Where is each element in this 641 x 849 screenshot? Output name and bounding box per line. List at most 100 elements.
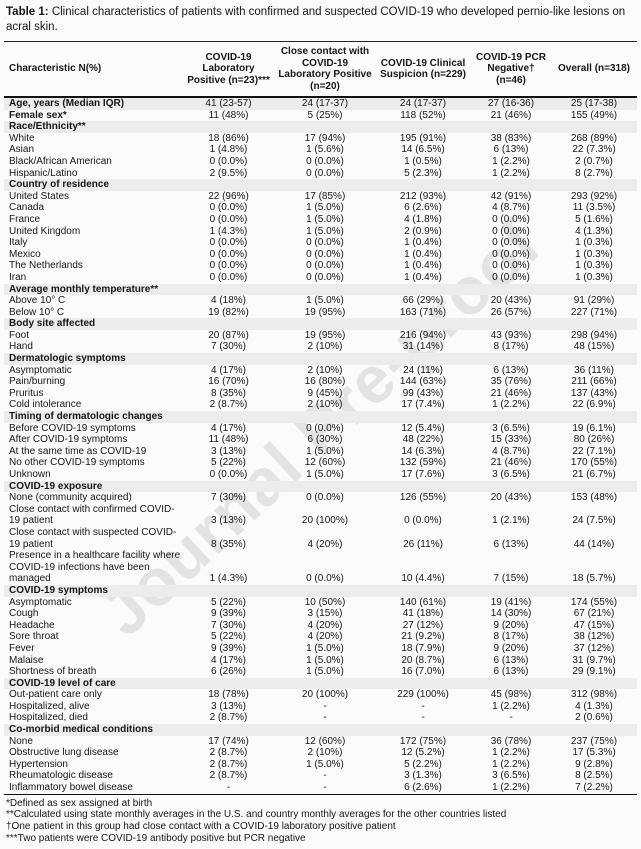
cell-value	[275, 411, 375, 423]
cell-value: 99 (43%)	[402, 387, 444, 399]
cell-value: 4 (8.7%)	[492, 202, 530, 214]
cell-value: 216 (94%)	[399, 329, 447, 341]
cell-value: 21 (9.2%)	[401, 631, 445, 643]
table-row: Female sex* 11 (48%) 5 (25%) 118 (52%) 21 (4…	[4, 110, 637, 122]
cell-value: 6 (13%)	[493, 654, 529, 666]
row-label: After COVID-19 symptoms	[9, 434, 128, 446]
cell-value: 3 (15%)	[307, 608, 343, 620]
table-row: Iran 0 (0.0%) 0 (0.0%) 1 (0.4%) 0 (0.0%) 1 (0…	[4, 272, 637, 284]
cell-value: 18 (78%)	[208, 689, 249, 701]
footnote-temperature: **Calculated using state monthly average…	[6, 809, 507, 821]
cell-value: -	[226, 782, 231, 794]
cell-value: 0 (0.0%)	[306, 155, 344, 167]
cell-value	[551, 318, 637, 330]
cell-value: 2 (9.5%)	[209, 167, 248, 179]
cell-value: 3 (6.5%)	[492, 770, 530, 782]
cell-value: 227 (71%)	[570, 306, 618, 318]
cell-value: 9 (39%)	[210, 642, 246, 654]
header-overall: Overall (n=318)	[558, 63, 630, 75]
cell-value: 36 (78%)	[490, 735, 532, 747]
cell-value: 4 (17%)	[210, 364, 246, 376]
cell-value	[182, 353, 275, 365]
table-body: Age, years (Median IQR) 41 (23-57) 24 (17-…	[4, 97, 637, 795]
table-row: Presence in a healthcare facility where …	[4, 550, 637, 585]
cell-value: 3 (6.5%)	[492, 422, 530, 434]
row-label: COVID-19 exposure	[9, 480, 103, 492]
footnote-dagger: †One patient in this group had close con…	[6, 821, 396, 833]
cell-value: 22 (6.9%)	[572, 399, 616, 411]
cell-value	[275, 179, 375, 191]
cell-value: 11 (3.5%)	[572, 202, 616, 214]
cell-value: 1 (0.3%)	[575, 260, 613, 272]
cell-value: 7 (30%)	[210, 341, 246, 353]
cell-value: 195 (91%)	[399, 132, 447, 144]
row-label: Pain/burning	[9, 376, 66, 388]
cell-value: 155 (49%)	[570, 109, 618, 121]
cell-value: 4 (17%)	[210, 422, 246, 434]
cell-value: 20 (87%)	[208, 329, 249, 341]
table-row: Mexico 0 (0.0%) 0 (0.0%) 1 (0.4%) 0 (0.0%) 1 …	[4, 249, 637, 261]
row-label: The Netherlands	[9, 260, 83, 272]
cell-value	[551, 284, 637, 296]
cell-value: 126 (55%)	[399, 492, 447, 504]
cell-value: 5 (2.3%)	[404, 167, 442, 179]
row-label: Hand	[9, 341, 33, 353]
cell-value	[275, 284, 375, 296]
cell-value: 7 (30%)	[210, 492, 246, 504]
table-row: Close contact with confirmed COVID-19 pa…	[4, 504, 637, 527]
cell-value: 19 (6.1%)	[572, 422, 616, 434]
table-row: Shortness of breath 6 (26%) 1 (5.0%) 16 (7.…	[4, 666, 637, 678]
cell-value: 1 (5.0%)	[306, 642, 344, 654]
cell-value: 19 (41%)	[490, 596, 532, 608]
cell-value: 8 (35%)	[210, 538, 246, 550]
cell-value: 140 (61%)	[399, 596, 447, 608]
row-label: Race/Ethnicity**	[9, 121, 86, 133]
section-row: COVID-19 exposure	[4, 480, 637, 493]
cell-value: 1 (5.0%)	[306, 758, 344, 770]
cell-value: 1 (4.3%)	[209, 573, 248, 585]
section-row: Co-morbid medical conditions	[4, 724, 637, 736]
cell-value	[275, 585, 375, 597]
row-label: Dermatologic symptoms	[9, 353, 126, 365]
cell-value: 20 (100%)	[301, 515, 349, 527]
cell-value: 237 (75%)	[570, 735, 618, 747]
cell-value: 1 (5.0%)	[306, 295, 344, 307]
table-row: Obstructive lung disease 2 (8.7%) 2 (10%) 1…	[4, 747, 637, 759]
cell-value: 17 (7.4%)	[401, 399, 445, 411]
table-row: United Kingdom 1 (4.3%) 1 (5.0%) 2 (0.9%) 0 …	[4, 226, 637, 238]
cell-value	[182, 481, 275, 493]
table-row: Above 10° C 4 (18%) 1 (5.0%) 66 (29%) 20 (43…	[4, 295, 637, 307]
cell-value: 17 (85%)	[304, 190, 346, 202]
cell-value: 0 (0.0%)	[209, 248, 248, 260]
cell-value: 18 (7.9%)	[401, 642, 445, 654]
cell-value: 0 (0.0%)	[209, 469, 248, 480]
cell-value	[471, 724, 551, 736]
row-label: Canada	[9, 202, 45, 214]
cell-value: 4 (20%)	[307, 538, 343, 550]
row-label: Co-morbid medical conditions	[9, 724, 153, 736]
cell-value: 211 (66%)	[571, 376, 617, 388]
cell-value: 18 (86%)	[208, 132, 249, 144]
section-row: Race/Ethnicity**	[4, 121, 637, 133]
cell-value: 19 (82%)	[208, 306, 249, 318]
cell-value: 0 (0.0%)	[306, 422, 344, 434]
cell-value: 14 (6.5%)	[401, 144, 445, 156]
header-lab-positive: COVID-19 Laboratory Positive (n=23)***	[187, 51, 270, 86]
cell-value	[551, 179, 637, 191]
cell-value	[471, 353, 551, 365]
cell-value: 1 (0.4%)	[404, 271, 442, 283]
cell-value: 14 (6.3%)	[401, 445, 445, 457]
cell-value: 8 (2.7%)	[575, 167, 613, 179]
row-label: At the same time as COVID-19	[9, 445, 147, 457]
cell-value: 118 (52%)	[400, 109, 446, 121]
cell-value: 43 (93%)	[490, 329, 532, 341]
cell-value	[182, 724, 275, 736]
table-row: Asian 1 (4.8%) 1 (5.6%) 14 (6.5%) 6 (13%) 22 …	[4, 144, 637, 156]
section-row: Body site affected	[4, 318, 637, 330]
cell-value: 0 (0.0%)	[306, 492, 344, 504]
row-label: Mexico	[9, 248, 41, 260]
cell-value	[375, 121, 471, 133]
cell-value: 0 (0.0%)	[209, 271, 248, 283]
cell-value	[471, 585, 551, 597]
cell-value: 0 (0.0%)	[492, 271, 530, 283]
